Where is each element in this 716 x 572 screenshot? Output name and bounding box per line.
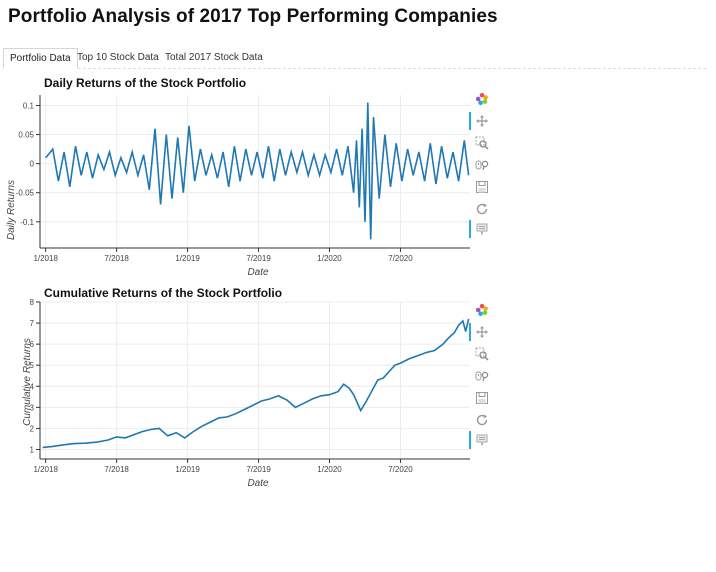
x-axis-label: Date xyxy=(247,267,269,278)
reset-icon[interactable] xyxy=(472,200,492,218)
daily-returns-chart: Daily Returns of the Stock Portfolio -0.… xyxy=(6,76,470,278)
cumulative-returns-chart: Cumulative Returns of the Stock Portfoli… xyxy=(22,286,470,489)
box-zoom-icon[interactable] xyxy=(472,134,492,152)
y-tick-label: 8 xyxy=(30,298,35,307)
x-tick-label: 7/2018 xyxy=(104,254,129,263)
save-icon[interactable] xyxy=(472,389,492,407)
box-zoom-icon[interactable] xyxy=(472,345,492,363)
y-tick-label: 1 xyxy=(30,446,35,455)
x-tick-label: 1/2019 xyxy=(175,254,200,263)
daily-returns-line xyxy=(45,102,470,240)
x-tick-label: 1/2020 xyxy=(317,254,342,263)
x-ticks: 1/2018 7/2018 1/2019 7/2019 1/2020 7/2020 xyxy=(33,248,413,263)
bokeh-logo-icon[interactable] xyxy=(472,90,492,108)
bokeh-logo-icon[interactable] xyxy=(472,301,492,319)
chart-title: Cumulative Returns of the Stock Portfoli… xyxy=(44,286,282,300)
x-tick-label: 1/2020 xyxy=(317,465,342,474)
chart-gridlines xyxy=(40,95,470,248)
y-axis-label: Daily Returns xyxy=(6,180,17,240)
x-tick-label: 7/2019 xyxy=(246,465,271,474)
active-tool-indicator xyxy=(469,220,471,238)
hover-icon[interactable] xyxy=(472,431,492,449)
y-tick-label: 5 xyxy=(30,361,35,370)
x-tick-label: 7/2020 xyxy=(388,465,413,474)
x-tick-label: 1/2018 xyxy=(33,465,58,474)
x-axis-label: Date xyxy=(247,478,269,489)
chart-toolbar xyxy=(469,301,494,451)
active-tool-indicator xyxy=(469,112,471,130)
y-tick-label: -0.05 xyxy=(16,189,35,198)
x-tick-label: 7/2018 xyxy=(104,465,129,474)
y-tick-label: 2 xyxy=(30,424,35,433)
x-tick-label: 1/2018 xyxy=(33,254,58,263)
y-ticks: 1 2 3 4 5 6 7 8 xyxy=(30,298,40,455)
chart-toolbar xyxy=(469,90,494,240)
save-icon[interactable] xyxy=(472,178,492,196)
x-tick-label: 1/2019 xyxy=(175,465,200,474)
cumulative-returns-line xyxy=(42,318,470,449)
wheel-zoom-icon[interactable] xyxy=(472,156,492,174)
y-tick-label: 0.05 xyxy=(18,131,34,140)
x-tick-label: 7/2019 xyxy=(246,254,271,263)
chart-title: Daily Returns of the Stock Portfolio xyxy=(44,76,246,90)
reset-icon[interactable] xyxy=(472,411,492,429)
hover-icon[interactable] xyxy=(472,220,492,238)
y-tick-label: 7 xyxy=(30,319,35,328)
active-tool-indicator xyxy=(469,431,471,449)
y-tick-label: 6 xyxy=(30,340,35,349)
tab-top-10-stock-data[interactable]: Top 10 Stock Data xyxy=(77,52,159,63)
wheel-zoom-icon[interactable] xyxy=(472,367,492,385)
pan-icon[interactable] xyxy=(472,323,492,341)
x-ticks: 1/2018 7/2018 1/2019 7/2019 1/2020 7/2020 xyxy=(33,459,413,474)
y-tick-label: 3 xyxy=(30,403,35,412)
tab-total-2017-stock-data[interactable]: Total 2017 Stock Data xyxy=(165,52,263,63)
tab-portfolio-data[interactable]: Portfolio Data xyxy=(3,48,78,69)
tab-bar: Portfolio Data Top 10 Stock Data Total 2… xyxy=(3,48,706,69)
y-tick-label: 4 xyxy=(30,382,35,391)
x-tick-label: 7/2020 xyxy=(388,254,413,263)
y-tick-label: -0.1 xyxy=(20,218,34,227)
pan-icon[interactable] xyxy=(472,112,492,130)
y-tick-label: 0 xyxy=(30,160,35,169)
chart-gridlines xyxy=(40,301,470,459)
y-ticks: -0.1 -0.05 0 0.05 0.1 xyxy=(16,101,40,227)
y-tick-label: 0.1 xyxy=(23,101,35,110)
active-tool-indicator xyxy=(469,323,471,341)
y-axis-label: Cumulative Returns xyxy=(22,338,33,426)
page-title: Portfolio Analysis of 2017 Top Performin… xyxy=(8,6,498,27)
